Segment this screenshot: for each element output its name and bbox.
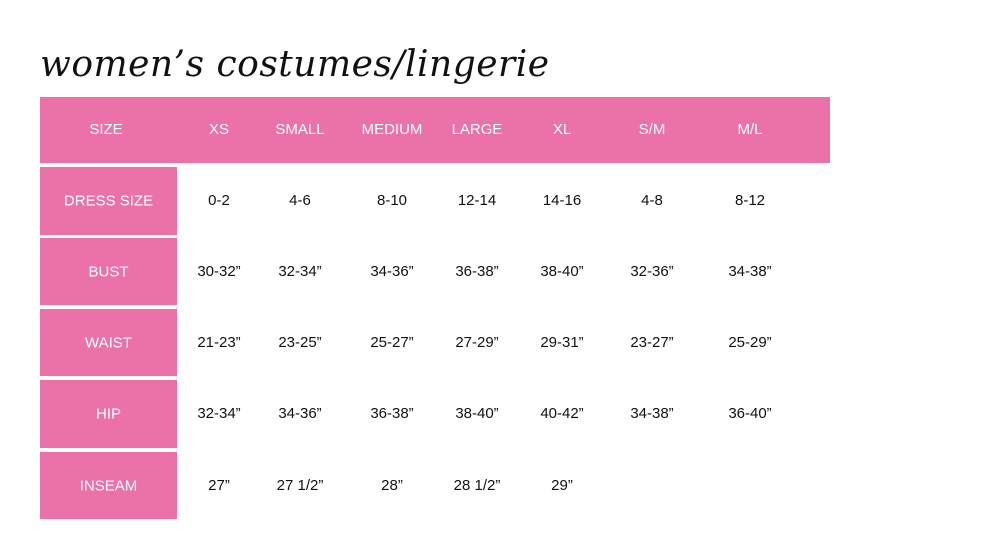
column-header: SMALL	[275, 121, 325, 138]
row-label: INSEAM	[79, 477, 138, 494]
table-cell: 34-38”	[630, 405, 674, 422]
row-label: HIP	[95, 405, 122, 423]
table-cell: 28 1/2”	[453, 477, 501, 494]
table-cell: 23-27”	[630, 334, 674, 351]
page-title: women’s costumes/lingerie	[40, 44, 550, 85]
table-cell: 23-25”	[278, 334, 322, 351]
table-cell: 36-38”	[370, 405, 414, 422]
table-row: WAIST 21-23” 23-25” 25-27” 27-29” 29-31” 23-27…	[0, 309, 830, 376]
table-cell: 27”	[208, 477, 230, 494]
column-header: LARGE	[451, 121, 503, 138]
table-cell: 4-6	[289, 192, 311, 209]
row-label-cell: BUST	[40, 238, 177, 305]
column-header: SIZE	[89, 121, 123, 138]
table-cell: 27-29”	[455, 334, 499, 351]
row-label: WAIST	[85, 334, 132, 351]
table-cell: 32-34”	[278, 263, 322, 280]
table-row: HIP 32-34” 34-36” 36-38” 38-40” 40-42” 34-38” 3…	[0, 380, 830, 448]
row-label-cell: HIP	[40, 380, 177, 448]
table-cell: 34-38”	[728, 263, 772, 280]
row-label: BUST	[88, 263, 129, 280]
table-cell: 27 1/2”	[276, 477, 324, 494]
table-cell: 32-36”	[630, 263, 674, 280]
table-row: INSEAM 27” 27 1/2” 28” 28 1/2” 29”	[0, 452, 830, 519]
column-header: MEDIUM	[361, 121, 423, 138]
column-header: M/L	[737, 121, 763, 138]
table-cell: 36-38”	[455, 263, 499, 280]
row-label-cell: INSEAM	[40, 452, 177, 519]
table-cell: 29-31”	[540, 334, 584, 351]
row-label: DRESS SIZE	[63, 192, 154, 210]
table-cell: 4-8	[641, 192, 663, 209]
table-cell: 29”	[551, 477, 573, 494]
table-cell: 32-34”	[197, 405, 241, 422]
table-cell: 34-36”	[370, 263, 414, 280]
table-cell: 25-27”	[370, 334, 414, 351]
table-row: DRESS SIZE 0-2 4-6 8-10 12-14 14-16 4-8 8-12	[0, 167, 830, 235]
column-header: XS	[208, 121, 230, 138]
table-row: BUST 30-32” 32-34” 34-36” 36-38” 38-40” 32-36”…	[0, 238, 830, 305]
table-cell: 8-12	[734, 192, 766, 209]
table-cell: 21-23”	[197, 334, 241, 351]
table-cell: 12-14	[457, 192, 497, 209]
table-cell: 28”	[381, 477, 403, 494]
table-cell: 25-29”	[728, 334, 772, 351]
table-cell: 38-40”	[455, 405, 499, 422]
table-cell: 40-42”	[540, 405, 584, 422]
size-header-row: SIZE XS SMALL MEDIUM LARGE XL S/M M/L	[40, 97, 830, 163]
table-cell: 36-40”	[728, 405, 772, 422]
table-cell: 8-10	[376, 192, 408, 209]
table-cell: 34-36”	[278, 405, 322, 422]
table-cell: 14-16	[542, 192, 582, 209]
table-cell: 30-32”	[197, 263, 241, 280]
row-label-cell: WAIST	[40, 309, 177, 376]
column-header: S/M	[638, 121, 666, 138]
column-header: XL	[552, 121, 572, 138]
row-label-cell: DRESS SIZE	[40, 167, 177, 235]
table-cell: 0-2	[208, 192, 230, 209]
table-cell: 38-40”	[540, 263, 584, 280]
